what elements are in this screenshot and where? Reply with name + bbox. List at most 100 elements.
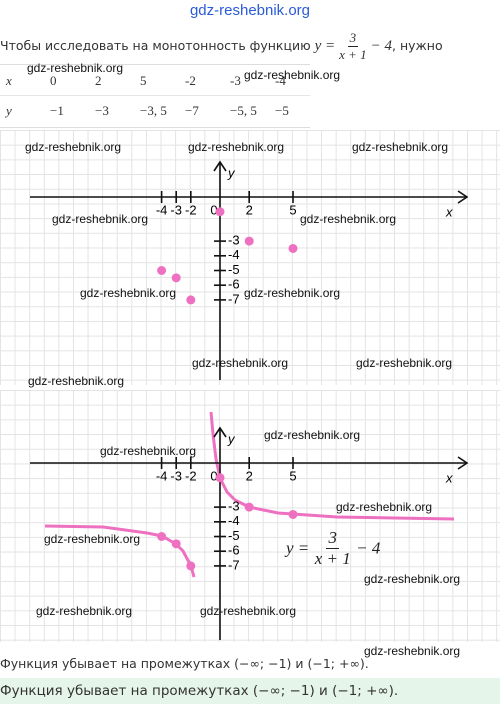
x-axis-label: x	[445, 204, 453, 219]
denominator: x + 1	[339, 47, 367, 62]
table-header: x	[6, 73, 12, 88]
answer: Функция убывает на промежутках (−∞; −1) …	[0, 678, 500, 704]
point	[288, 509, 298, 519]
arrow	[213, 160, 227, 172]
x-tick-label: 2	[246, 468, 253, 483]
point	[215, 473, 225, 483]
denominator: x + 1	[314, 549, 351, 568]
x-tick-label: 5	[289, 202, 296, 217]
watermark: gdz-reshebnik.org	[100, 444, 197, 458]
watermark: gdz-reshebnik.org	[364, 572, 461, 586]
table-cell: 0	[50, 73, 57, 88]
grid	[0, 390, 500, 642]
watermark: gdz-reshebnik.org	[25, 140, 122, 154]
table-cell: −3	[95, 103, 109, 118]
point	[186, 561, 196, 571]
table-cell: -2	[185, 73, 196, 88]
table-cell: 5	[140, 73, 147, 88]
table-header: y	[6, 103, 12, 118]
y-tick-label: -5	[228, 528, 240, 543]
graph-curve: xy-4 -3 -2 0 2 5-3-4-5-6-7	[30, 411, 469, 640]
formula-tail: − 4	[356, 538, 381, 558]
watermark: gdz-reshebnik.org	[336, 500, 433, 514]
point	[171, 273, 181, 283]
table-cell: −7	[185, 103, 199, 118]
x-tick-label: -3	[170, 468, 182, 483]
numerator: 3	[347, 30, 359, 47]
y-tick-label: -5	[228, 262, 240, 277]
watermark: gdz-reshebnik.org	[27, 61, 124, 75]
watermark: gdz-reshebnik.org	[244, 68, 341, 82]
point	[244, 236, 254, 246]
watermark: gdz-reshebnik.org	[36, 604, 133, 618]
watermark: gdz-reshebnik.org	[200, 604, 297, 618]
watermark: gdz-reshebnik.org	[28, 374, 125, 388]
site-watermark: gdz-reshebnik.org	[189, 2, 311, 19]
watermark: gdz-reshebnik.org	[44, 532, 141, 546]
x-tick-label: -2	[185, 468, 197, 483]
arrow	[213, 426, 227, 438]
watermark: gdz-reshebnik.org	[300, 212, 397, 226]
watermark: gdz-reshebnik.org	[364, 644, 461, 658]
watermark: gdz-reshebnik.org	[52, 212, 149, 226]
intro-text: , нужно	[392, 38, 443, 53]
table-cell: -3	[230, 73, 241, 88]
intro-tail: − 4	[370, 38, 393, 54]
x-tick-label: 2	[246, 202, 253, 217]
curve-branch	[209, 411, 455, 521]
point	[244, 502, 254, 512]
y-tick-label: -7	[228, 557, 240, 572]
y-tick-label: -4	[228, 513, 240, 528]
point	[288, 243, 298, 253]
formula-lhs: y =	[286, 538, 310, 558]
x-axis-label: x	[445, 470, 453, 485]
watermark: gdz-reshebnik.org	[188, 140, 285, 154]
x-tick-label: 0	[210, 468, 217, 483]
intro-text: Чтобы исследовать на монотонность функци…	[0, 38, 311, 53]
x-tick-label: -4	[156, 202, 168, 217]
point	[171, 539, 181, 549]
table-cell: −3, 5	[140, 103, 167, 118]
point	[157, 532, 167, 541]
y-tick-label: -4	[228, 247, 240, 262]
table: x y 0 −1 2 −3 5 −3, 5 -2 −7 -3 −5, 5 -4 −5	[0, 64, 310, 128]
y-axis-label: y	[227, 431, 236, 446]
watermark: gdz-reshebnik.org	[80, 286, 177, 300]
numerator: 3	[326, 528, 339, 549]
table-cell: −1	[50, 103, 64, 118]
watermark: gdz-reshebnik.org	[356, 356, 453, 370]
x-tick-label: -4	[156, 468, 168, 483]
x-tick-label: -3	[170, 202, 182, 217]
watermark: gdz-reshebnik.org	[244, 286, 341, 300]
intro-lhs: y =	[314, 38, 336, 54]
table-cell: 2	[95, 73, 102, 88]
watermark: gdz-reshebnik.org	[264, 428, 361, 442]
x-tick-label: -2	[185, 202, 197, 217]
y-tick-label: -3	[228, 233, 240, 248]
graph-points: xy-4 -3 -2 0 2 5-3-4-5-6-7	[30, 160, 469, 380]
watermark: gdz-reshebnik.org	[192, 356, 289, 370]
grid	[0, 130, 500, 385]
conclusion: Функция убывает на промежутках (−∞; −1) …	[0, 656, 369, 671]
point	[186, 295, 196, 305]
x-tick-label: 0	[210, 202, 217, 217]
point	[157, 266, 167, 275]
point	[215, 207, 225, 217]
table-cell: −5	[275, 103, 289, 118]
y-tick-label: -3	[228, 499, 240, 514]
table-cell: −5, 5	[230, 103, 257, 118]
y-tick-label: -6	[228, 277, 240, 292]
arrow	[457, 456, 469, 470]
watermark: gdz-reshebnik.org	[352, 140, 449, 154]
intro: Чтобы исследовать на монотонность функци…	[0, 30, 443, 63]
y-tick-label: -7	[228, 291, 240, 306]
y-axis-label: y	[227, 165, 236, 180]
x-tick-label: 5	[289, 468, 296, 483]
y-tick-label: -6	[228, 543, 240, 558]
arrow	[457, 190, 469, 204]
table-cell: -4	[275, 73, 286, 88]
